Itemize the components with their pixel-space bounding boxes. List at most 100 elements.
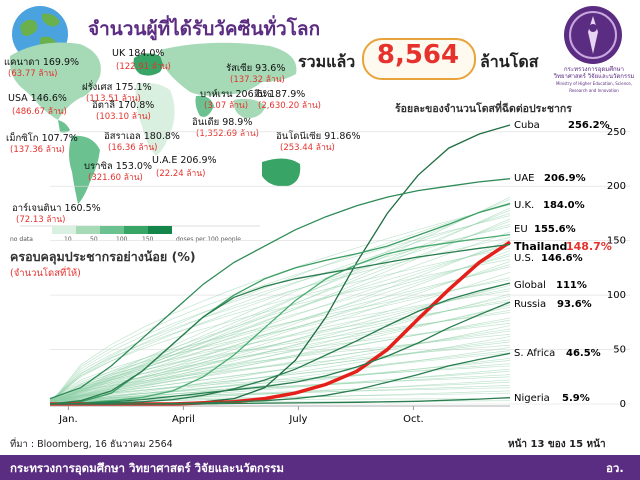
- series-line-nigeria: [50, 396, 511, 405]
- series-value-label: 146.6%: [541, 253, 583, 264]
- world-map: [9, 42, 301, 227]
- series-value-label: 111%: [556, 280, 587, 291]
- series-line-global: [49, 282, 511, 405]
- legend-swatch: [52, 226, 76, 234]
- source-text: ที่มา : Bloomberg, 16 ธันวาคม 2564: [10, 439, 173, 450]
- map-legend-bar: [52, 226, 172, 234]
- footer-ministry: กระทรวงการอุดมศึกษา วิทยาศาสตร์ วิจัยและ…: [10, 461, 284, 475]
- map-country-dose: (16.36 ล้าน): [108, 143, 158, 153]
- background-country-line: [49, 261, 511, 403]
- series-value-label: 184.0%: [543, 200, 585, 211]
- chart-subtitle-note: (จำนวนโดสที่ให้): [10, 268, 81, 279]
- series-label: Cuba: [514, 120, 540, 131]
- series-label: U.S.: [514, 253, 534, 264]
- legend-tick: 150: [142, 236, 154, 243]
- background-country-line: [49, 196, 511, 402]
- total-box: [362, 38, 476, 80]
- legend-tick: 100: [116, 236, 128, 243]
- map-legend-unit: doses per 100 people: [176, 236, 241, 243]
- ministry-caption: กระทรวงการอุดมศึกษา วิทยาศาสตร์ วิจัยและ…: [548, 66, 640, 94]
- ministry-caption-line: Ministry of Higher Education, Science, R…: [555, 81, 633, 93]
- background-country-line: [49, 207, 511, 402]
- background-country-lines: [49, 196, 511, 405]
- background-country-line: [49, 218, 511, 402]
- map-country-label: อิสราเอล 180.8%: [104, 131, 180, 142]
- background-country-line: [49, 277, 511, 403]
- series-line-us: [49, 243, 511, 405]
- background-country-line: [49, 304, 511, 403]
- y-tick-label: 200: [607, 181, 626, 192]
- background-country-line: [49, 376, 511, 402]
- background-country-line: [49, 299, 511, 403]
- background-country-line: [49, 204, 511, 405]
- map-country-dose: (486.67 ล้าน): [12, 107, 67, 117]
- chart-subtitle: ครอบคลุมประชากรอย่างน้อย (%): [10, 249, 196, 264]
- ministry-caption-line: วิทยาศาสตร์ วิจัยและนวัตกรรม: [553, 73, 635, 80]
- background-country-line: [49, 279, 511, 400]
- legend-swatch: [100, 226, 124, 234]
- series-value-label: 206.9%: [544, 173, 586, 184]
- ministry-logo-icon: [564, 6, 622, 64]
- background-country-line: [49, 264, 511, 405]
- series-value-label: 148.7%: [566, 240, 612, 253]
- map-country-label: ฝรั่งเศส 175.1%: [82, 82, 152, 93]
- background-country-line: [49, 363, 511, 404]
- y-tick-label: 150: [607, 236, 626, 247]
- background-country-line: [49, 319, 511, 404]
- x-tick-label: Jan.: [58, 414, 78, 425]
- series-line-eu: [49, 233, 511, 405]
- map-country-label: UK 184.0%: [112, 48, 165, 59]
- y-tick-label: 100: [607, 290, 626, 301]
- legend-swatch: [148, 226, 172, 234]
- x-tick-label: April: [172, 414, 195, 425]
- series-value-label: 5.9%: [562, 393, 590, 404]
- background-country-line: [49, 209, 511, 405]
- map-country-label: เม็กซิโก 107.7%: [6, 133, 78, 144]
- footer-abbr: อว.: [606, 461, 624, 475]
- map-country-dose: (321.60 ล้าน): [88, 173, 143, 183]
- series-value-label: 46.5%: [566, 348, 601, 359]
- map-country-dose: (113.51 ล้าน): [86, 94, 141, 104]
- series-label: S. Africa: [514, 348, 555, 359]
- map-country-dose: (63.77 ล้าน): [8, 69, 58, 79]
- footer-bar: [0, 455, 640, 480]
- x-tick-label: July: [288, 414, 307, 425]
- page-title: จำนวนผู้ที่ได้รับวัคซีนทั่วโลก: [88, 18, 321, 40]
- background-country-line: [49, 255, 511, 403]
- series-label: U.K.: [514, 200, 534, 211]
- background-country-line: [49, 223, 511, 401]
- chart-title: ร้อยละของจำนวนโดสที่ฉีดต่อประชากร: [395, 103, 572, 115]
- y-tick-label: 0: [620, 399, 626, 410]
- page-number: หน้า 13 ของ 15 หน้า: [508, 439, 606, 450]
- series-label: Russia: [514, 299, 546, 310]
- map-country-dose: (253.44 ล้าน): [280, 143, 335, 153]
- background-country-line: [49, 253, 511, 405]
- series-value-label: 256.2%: [568, 120, 610, 131]
- map-country-dose: (72.13 ล้าน): [16, 215, 66, 225]
- total-unit: ล้านโดส: [480, 52, 539, 71]
- map-country-label: รัสเซีย 93.6%: [226, 63, 286, 74]
- background-country-line: [49, 374, 511, 404]
- background-country-line: [49, 390, 511, 404]
- background-country-line: [49, 293, 511, 403]
- ministry-caption-line: กระทรวงการอุดมศึกษา: [564, 66, 624, 73]
- total-label: รวมแล้ว: [298, 52, 356, 71]
- series-value-label: 93.6%: [557, 299, 592, 310]
- map-country-label: อินโดนีเซีย 91.86%: [276, 131, 361, 142]
- x-tick-label: Oct.: [403, 414, 423, 425]
- series-line-uae: [49, 178, 511, 400]
- series-label: EU: [514, 224, 528, 235]
- legend-swatch: [76, 226, 100, 234]
- map-country-label: อิตาลี 170.8%: [92, 100, 155, 111]
- map-country-dose: (122.91 ล้าน): [116, 62, 171, 72]
- y-tick-label: 250: [607, 127, 626, 138]
- map-country-dose: (1,352.69 ล้าน): [196, 129, 259, 139]
- map-country-dose: (137.36 ล้าน): [10, 145, 65, 155]
- map-country-label: บาห์เรน 206.6%: [200, 89, 272, 100]
- series-label: Global: [514, 280, 546, 291]
- background-country-line: [49, 244, 511, 403]
- series-line-uk: [49, 202, 511, 405]
- background-country-line: [49, 213, 511, 401]
- map-country-dose: (2,630.20 ล้าน): [258, 101, 321, 111]
